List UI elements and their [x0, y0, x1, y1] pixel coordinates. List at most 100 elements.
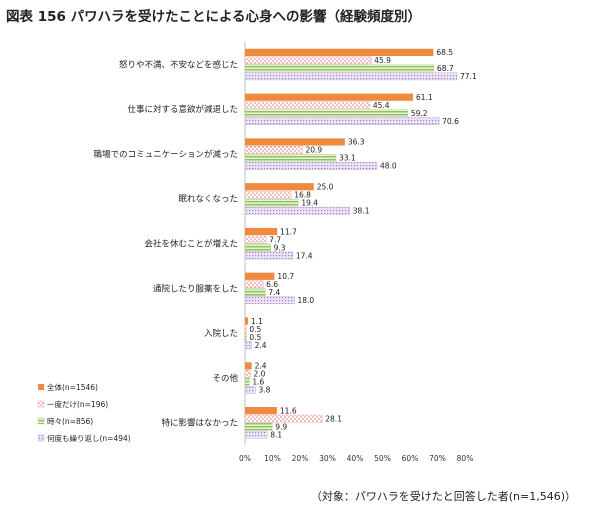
legend-label: 全体(n=1546) — [47, 382, 98, 392]
bar — [244, 296, 295, 305]
data-label: 2.0 — [254, 370, 266, 379]
data-label: 48.0 — [380, 162, 397, 171]
category-label: 眠れなくなった — [178, 195, 238, 205]
data-label: 9.3 — [274, 243, 286, 252]
data-label: 11.7 — [280, 227, 297, 236]
x-tick-label: 60% — [402, 454, 419, 463]
data-label: 0.5 — [249, 325, 261, 334]
data-label: 77.1 — [460, 72, 477, 81]
axis-layer: 0% 10% 20% 30% 40% 50% 60% 70% 80% — [239, 42, 473, 463]
category-label: 怒りや不満、不安などを感じた — [119, 59, 238, 70]
bar — [244, 117, 440, 125]
category-label: 仕事に対する意欲が減退した — [127, 104, 238, 115]
data-label: 68.5 — [436, 48, 453, 57]
data-label: 11.6 — [280, 406, 297, 415]
bar — [245, 93, 414, 101]
bar — [245, 272, 275, 280]
data-label: 0.5 — [249, 333, 261, 342]
bar — [244, 101, 371, 109]
bar — [244, 235, 267, 244]
x-tick-label: 30% — [319, 454, 336, 463]
bar — [244, 422, 273, 431]
data-label: 8.1 — [270, 430, 282, 439]
bar — [244, 190, 292, 199]
bar — [244, 280, 264, 289]
x-tick-label: 10% — [264, 454, 281, 463]
data-label: 9.9 — [275, 422, 287, 431]
bar — [245, 48, 434, 56]
bar — [244, 414, 323, 423]
legend-swatch — [37, 400, 45, 408]
data-label: 61.1 — [416, 93, 433, 102]
data-label: 1.1 — [251, 317, 263, 326]
data-label: 2.4 — [255, 341, 267, 350]
category-label: 通院したり服薬をした — [153, 283, 238, 294]
bar — [244, 243, 271, 252]
legend-label: 一度だけ(n=196) — [47, 399, 108, 409]
data-label: 17.4 — [296, 251, 313, 260]
bar — [245, 227, 278, 236]
x-tick-label: 70% — [429, 454, 446, 463]
data-label: 19.4 — [301, 199, 318, 208]
data-label: 16.8 — [294, 191, 311, 200]
bar — [244, 198, 299, 207]
bar — [245, 407, 277, 415]
bar — [245, 317, 249, 325]
bar — [244, 386, 256, 394]
data-label: 2.4 — [255, 362, 267, 371]
bars-layer — [244, 48, 458, 439]
data-label: 33.1 — [339, 154, 356, 163]
labels-layer: 怒りや不満、不安などを感じた 68.5 45.9 68.7 77.1 仕事に対する意欲が減… — [94, 48, 477, 439]
bar — [244, 206, 350, 215]
bar — [244, 288, 266, 297]
category-label: その他 — [212, 373, 238, 384]
legend: 全体(n=1546) 一度だけ(n=196) 時々(n=856) 何度も繰り返し(n=… — [37, 382, 131, 443]
legend-label: 何度も繰り返し(n=494) — [47, 433, 131, 443]
bar — [244, 251, 294, 260]
bar — [244, 162, 378, 170]
data-label: 38.1 — [353, 207, 370, 216]
bar — [244, 430, 268, 439]
data-label: 45.9 — [374, 56, 391, 65]
data-label: 28.1 — [325, 414, 342, 423]
data-label: 20.9 — [305, 146, 322, 155]
category-label: 会社を休むことが増えた — [144, 239, 238, 250]
bar — [244, 64, 435, 73]
bar — [245, 183, 314, 191]
category-label: 特に影響はなかった — [161, 418, 238, 429]
x-tick-label: 0% — [239, 454, 251, 463]
data-label: 18.0 — [298, 296, 315, 305]
data-label: 36.3 — [348, 138, 365, 147]
data-label: 7.4 — [268, 288, 280, 297]
data-label: 3.8 — [258, 386, 270, 395]
data-label: 68.7 — [437, 64, 454, 73]
x-tick-label: 80% — [457, 454, 474, 463]
bar — [244, 56, 372, 65]
category-label: 入院した — [204, 328, 238, 339]
legend-swatch — [37, 434, 45, 442]
bar — [244, 146, 303, 154]
category-label: 職場でのコミュニケーションが減った — [94, 149, 238, 160]
data-label: 59.2 — [411, 109, 428, 118]
x-tick-label: 20% — [292, 454, 309, 463]
bar — [244, 325, 247, 333]
x-tick-label: 50% — [374, 454, 391, 463]
footnote: （対象：パワハラを受けたと回答した者(n=1,546)） — [310, 490, 576, 503]
bar — [244, 109, 409, 117]
data-label: 70.6 — [442, 117, 459, 126]
chart-title: 図表 156 パワハラを受けたことによる心身への影響（経験頻度別） — [6, 9, 422, 25]
bar — [244, 72, 458, 81]
data-label: 1.6 — [252, 378, 264, 387]
bar — [245, 362, 252, 370]
legend-swatch — [38, 384, 44, 390]
bar — [244, 378, 250, 386]
data-label: 6.6 — [266, 280, 278, 289]
x-tick-label: 40% — [347, 454, 364, 463]
data-label: 7.7 — [269, 235, 281, 244]
data-label: 10.7 — [277, 272, 294, 281]
bar — [244, 154, 337, 162]
bar — [244, 370, 251, 378]
legend-label: 時々(n=856) — [47, 417, 93, 426]
data-label: 45.4 — [373, 101, 390, 110]
